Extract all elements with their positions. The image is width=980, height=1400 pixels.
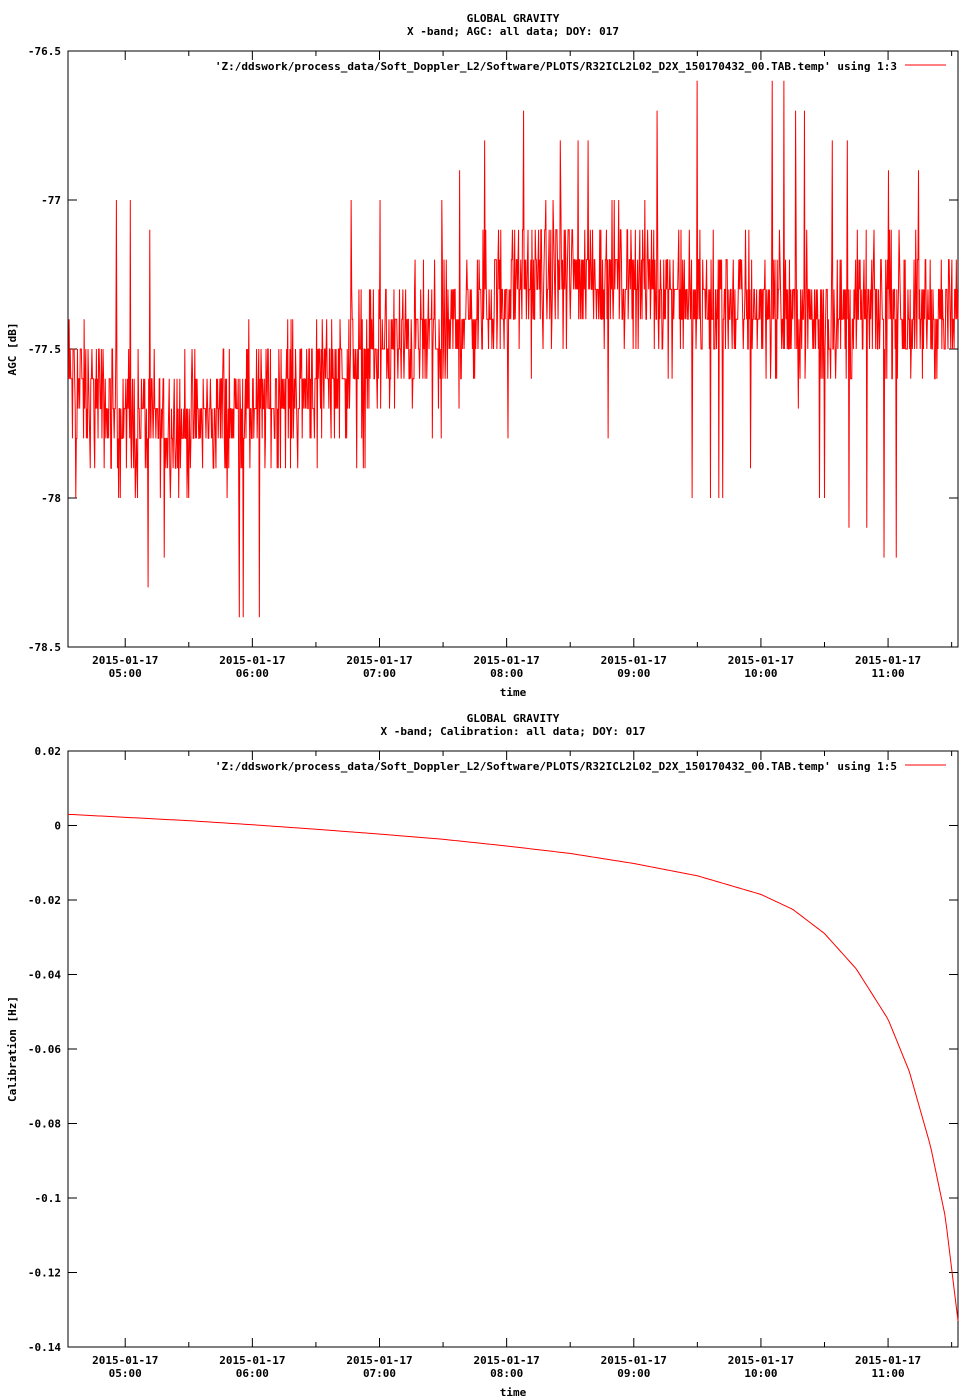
calibration-series-line <box>67 813 959 1321</box>
calibration-chart-title: GLOBAL GRAVITY <box>467 712 560 725</box>
agc-x-tick-time-label: 08:00 <box>490 667 523 680</box>
calibration-x-tick-time-label: 08:00 <box>490 1367 523 1380</box>
agc-y-tick-label: -78 <box>41 492 61 505</box>
agc-x-tick-time-label: 06:00 <box>236 667 269 680</box>
calibration-y-tick-label: -0.1 <box>35 1192 62 1205</box>
agc-x-tick-time-label: 10:00 <box>744 667 777 680</box>
agc-chart-title: GLOBAL GRAVITY <box>467 12 560 25</box>
calibration-y-tick-label: -0.08 <box>28 1118 61 1131</box>
calibration-chart-legend-label: 'Z:/ddswork/process_data/Soft_Doppler_L2… <box>215 760 897 773</box>
calibration-x-tick-date-label: 2015-01-17 <box>474 1354 540 1367</box>
agc-x-tick-date-label: 2015-01-17 <box>219 654 285 667</box>
calibration-x-tick-time-label: 06:00 <box>236 1367 269 1380</box>
calibration-chart-subtitle: X -band; Calibration: all data; DOY: 017 <box>381 725 646 738</box>
calibration-x-tick-time-label: 07:00 <box>363 1367 396 1380</box>
calibration-x-tick-time-label: 05:00 <box>109 1367 142 1380</box>
calibration-y-tick-label: -0.12 <box>28 1267 61 1280</box>
agc-x-tick-date-label: 2015-01-17 <box>92 654 158 667</box>
calibration-x-tick-time-label: 09:00 <box>617 1367 650 1380</box>
agc-x-tick-time-label: 05:00 <box>109 667 142 680</box>
calibration-x-tick-date-label: 2015-01-17 <box>728 1354 794 1367</box>
calibration-x-tick-date-label: 2015-01-17 <box>855 1354 921 1367</box>
calibration-x-tick-date-label: 2015-01-17 <box>92 1354 158 1367</box>
calibration-chart-y-axis-label: Calibration [Hz] <box>6 996 19 1102</box>
agc-y-tick-label: -77.5 <box>28 343 61 356</box>
calibration-plot-frame <box>67 750 959 1348</box>
agc-x-tick-date-label: 2015-01-17 <box>346 654 412 667</box>
agc-chart: GLOBAL GRAVITY X -band; AGC: all data; D… <box>6 12 959 699</box>
calibration-y-tick-label: -0.14 <box>28 1341 61 1354</box>
calibration-x-tick-date-label: 2015-01-17 <box>346 1354 412 1367</box>
calibration-x-tick-date-label: 2015-01-17 <box>601 1354 667 1367</box>
calibration-chart: GLOBAL GRAVITY X -band; Calibration: all… <box>6 712 959 1399</box>
agc-chart-x-axis-label: time <box>500 686 527 699</box>
agc-x-tick-date-label: 2015-01-17 <box>728 654 794 667</box>
agc-y-tick-label: -77 <box>41 194 61 207</box>
agc-plot-frame <box>67 50 959 648</box>
agc-chart-y-axis-label: AGC [dB] <box>6 323 19 376</box>
calibration-y-tick-label: 0 <box>54 820 61 833</box>
agc-chart-subtitle: X -band; AGC: all data; DOY: 017 <box>407 25 619 38</box>
agc-x-tick-date-label: 2015-01-17 <box>474 654 540 667</box>
agc-y-tick-label: -76.5 <box>28 45 61 58</box>
agc-series-line <box>68 80 959 618</box>
agc-x-tick-time-label: 07:00 <box>363 667 396 680</box>
agc-x-tick-time-label: 11:00 <box>872 667 905 680</box>
calibration-y-tick-label: -0.04 <box>28 969 61 982</box>
calibration-y-tick-label: -0.02 <box>28 894 61 907</box>
calibration-x-tick-time-label: 11:00 <box>872 1367 905 1380</box>
agc-x-tick-date-label: 2015-01-17 <box>601 654 667 667</box>
calibration-x-tick-time-label: 10:00 <box>744 1367 777 1380</box>
agc-y-tick-label: -78.5 <box>28 641 61 654</box>
calibration-chart-x-axis-label: time <box>500 1386 527 1399</box>
calibration-y-tick-label: 0.02 <box>35 745 62 758</box>
agc-x-tick-date-label: 2015-01-17 <box>855 654 921 667</box>
agc-chart-legend-label: 'Z:/ddswork/process_data/Soft_Doppler_L2… <box>215 60 897 73</box>
agc-x-tick-time-label: 09:00 <box>617 667 650 680</box>
calibration-y-tick-label: -0.06 <box>28 1043 61 1056</box>
calibration-x-tick-date-label: 2015-01-17 <box>219 1354 285 1367</box>
